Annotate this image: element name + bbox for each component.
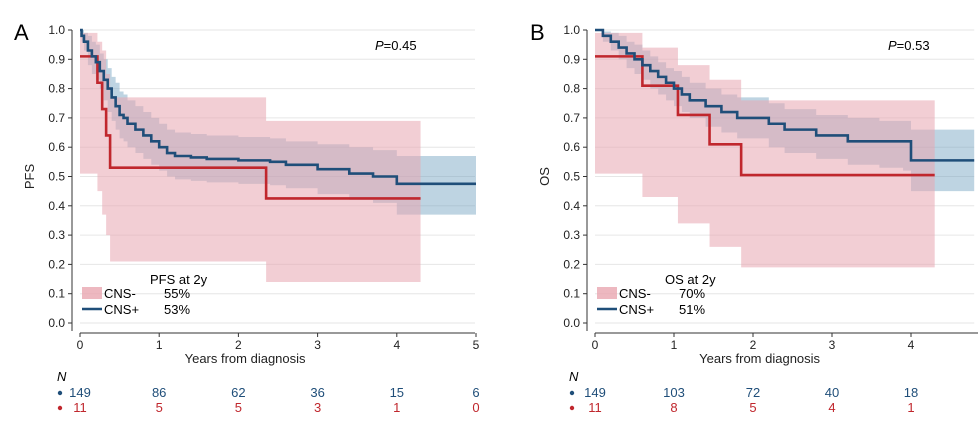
chart-panel-a: 0.0 0.1 0.2 0.3 0.4 0.5 0.6 0.7 0.8 0.9 1.0 0 1 2 3 4 5 Y…	[14, 20, 480, 415]
risk-count: 5	[749, 400, 756, 415]
y-tick-label: 0.9	[48, 52, 65, 66]
y-tick-label: 0.0	[563, 316, 580, 330]
y-tick-label: 0.3	[563, 228, 580, 242]
y-tick-label: 0.6	[48, 140, 65, 154]
risk-count: 8	[670, 400, 677, 415]
y-tick-label: 0.7	[48, 111, 65, 125]
risk-count: 11	[73, 400, 87, 415]
x-tick-label: 3	[829, 338, 836, 352]
x-tick-label: 0	[77, 338, 84, 352]
survival-curve-cnsminus	[80, 55, 421, 200]
y-tick-label: 1.0	[563, 23, 580, 37]
x-tick-label: 0	[592, 338, 599, 352]
risk-count: 3	[314, 400, 321, 415]
legend-swatch-cns-minus	[597, 287, 617, 299]
y-axis-label: PFS	[22, 164, 37, 190]
risk-count: 5	[235, 400, 242, 415]
p-value-number: =0.45	[384, 38, 417, 53]
legend-value: 55%	[164, 286, 190, 301]
legend-swatch-cns-minus	[82, 287, 102, 299]
legend: OS at 2y CNS- 70% CNS+ 51%	[597, 272, 716, 317]
ci-band-cnsminus	[595, 32, 935, 268]
risk-row-marker	[57, 390, 63, 396]
x-tick-label: 2	[750, 338, 757, 352]
legend-label: CNS+	[104, 302, 139, 317]
panel-letter: A	[14, 20, 29, 45]
x-tick-label: 1	[156, 338, 163, 352]
survival-curve-cnsplus	[595, 28, 975, 162]
risk-count: 11	[588, 400, 602, 415]
legend-value: 53%	[164, 302, 190, 317]
risk-count: 1	[393, 400, 400, 415]
legend-value: 70%	[679, 286, 705, 301]
y-tick-label: 1.0	[48, 23, 65, 37]
legend-value: 51%	[679, 302, 705, 317]
y-axis-label: OS	[537, 167, 552, 186]
survival-curve-cnsplus	[80, 28, 476, 186]
legend-label: CNS-	[619, 286, 651, 301]
risk-row-marker	[57, 405, 63, 411]
x-tick-label: 4	[908, 338, 915, 352]
risk-count: 86	[152, 385, 166, 400]
risk-table-header: N	[57, 369, 67, 384]
y-tick-label: 0.5	[563, 170, 580, 184]
y-tick-label: 0.4	[563, 199, 580, 213]
y-tick-label: 0.8	[563, 82, 580, 96]
y-tick-label: 0.0	[48, 316, 65, 330]
y-tick-label: 0.2	[48, 257, 65, 271]
y-tick-label: 0.9	[563, 52, 580, 66]
risk-count: 15	[390, 385, 404, 400]
risk-count: 40	[825, 385, 839, 400]
y-tick-label: 0.8	[48, 82, 65, 96]
x-tick-label: 4	[393, 338, 400, 352]
y-tick-label: 0.5	[48, 170, 65, 184]
risk-count: 5	[156, 400, 163, 415]
risk-count: 36	[310, 385, 324, 400]
legend: PFS at 2y CNS- 55% CNS+ 53%	[82, 272, 208, 317]
y-tick-label: 0.3	[48, 228, 65, 242]
p-value-number: =0.53	[897, 38, 930, 53]
y-tick-label: 0.2	[563, 257, 580, 271]
y-tick-label: 0.1	[48, 287, 65, 301]
p-value-label: P	[375, 38, 384, 53]
legend-label: CNS+	[619, 302, 654, 317]
risk-count: 18	[904, 385, 918, 400]
risk-count: 6	[472, 385, 479, 400]
x-tick-label: 1	[671, 338, 678, 352]
x-axis-label: Years from diagnosis	[699, 351, 820, 366]
risk-count: 0	[472, 400, 479, 415]
legend-label: CNS-	[104, 286, 136, 301]
panel-letter: B	[530, 20, 545, 45]
y-tick-label: 0.7	[563, 111, 580, 125]
chart-panel-b: 0.0 0.1 0.2 0.3 0.4 0.5 0.6 0.7 0.8 0.9 1.0 0 1 2 3 4 Ye…	[530, 20, 978, 415]
y-tick-label: 0.6	[563, 140, 580, 154]
x-tick-label: 5	[473, 338, 480, 352]
risk-count: 4	[828, 400, 835, 415]
risk-count: 149	[584, 385, 606, 400]
risk-count: 149	[69, 385, 91, 400]
risk-table-header: N	[569, 369, 579, 384]
risk-count: 62	[231, 385, 245, 400]
x-tick-label: 2	[235, 338, 242, 352]
x-tick-label: 3	[314, 338, 321, 352]
survival-curve-cnsminus	[595, 55, 935, 177]
ci-band-cnsminus	[80, 32, 421, 282]
risk-row-marker	[569, 390, 575, 396]
risk-count: 1	[907, 400, 914, 415]
y-tick-label: 0.1	[563, 287, 580, 301]
y-tick-label: 0.4	[48, 199, 65, 213]
risk-row-marker	[569, 405, 575, 411]
legend-title: OS at 2y	[665, 272, 716, 287]
risk-count: 103	[663, 385, 685, 400]
x-axis-label: Years from diagnosis	[185, 351, 306, 366]
risk-count: 72	[746, 385, 760, 400]
risk-table: N 149 103 72 40 18 11 8 5 4 1	[569, 369, 918, 415]
p-value: P=0.53	[888, 38, 930, 53]
legend-title: PFS at 2y	[150, 272, 208, 287]
p-value-label: P	[888, 38, 897, 53]
p-value: P=0.45	[375, 38, 417, 53]
